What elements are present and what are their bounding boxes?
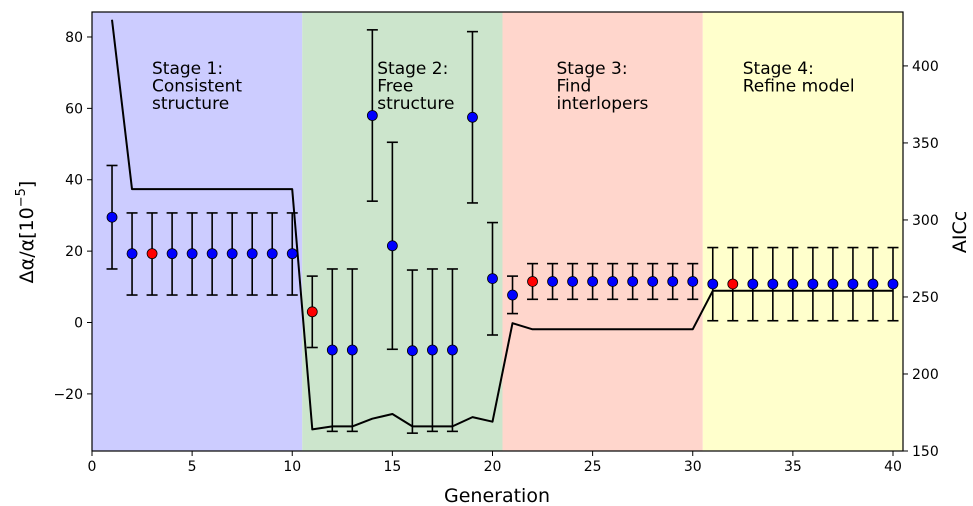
data-point bbox=[106, 211, 118, 223]
data-point bbox=[667, 276, 679, 287]
y-axis-left-label-exponent: −5 bbox=[14, 188, 29, 207]
x-tick-label: 25 bbox=[584, 459, 602, 475]
data-point bbox=[867, 278, 879, 290]
data-point bbox=[126, 248, 138, 260]
y-left-tick-label: 40 bbox=[65, 173, 83, 189]
data-point bbox=[767, 278, 779, 290]
x-tick-label: 30 bbox=[684, 459, 702, 475]
y-axis-left-label-main: Δα/α[10 bbox=[16, 207, 38, 283]
x-tick-label: 15 bbox=[383, 459, 401, 475]
data-point bbox=[366, 110, 378, 121]
stage-2-label-line: Stage 2: bbox=[377, 59, 448, 79]
stage-1-label-line: structure bbox=[152, 94, 229, 114]
stage-4-label-line: Refine model bbox=[743, 77, 855, 97]
data-point bbox=[286, 248, 298, 260]
data-point bbox=[627, 276, 639, 287]
data-point bbox=[887, 278, 899, 290]
data-point bbox=[246, 248, 258, 260]
y-left-tick-label: 20 bbox=[65, 244, 83, 260]
data-point bbox=[487, 273, 498, 285]
x-tick-label: 5 bbox=[188, 459, 197, 475]
stage-2-label-line: Free bbox=[377, 77, 413, 97]
stage-4-label-line: Stage 4: bbox=[743, 59, 814, 79]
data-point bbox=[406, 345, 418, 357]
data-point bbox=[507, 289, 518, 301]
data-point bbox=[206, 248, 218, 260]
x-tick-label: 0 bbox=[88, 459, 97, 475]
stage-2-background bbox=[302, 12, 503, 451]
stage-1-background bbox=[92, 12, 303, 451]
stage-4-background bbox=[702, 12, 903, 451]
data-point bbox=[326, 344, 338, 356]
data-point bbox=[707, 278, 719, 290]
y-left-tick-label: 80 bbox=[65, 30, 83, 46]
data-point bbox=[847, 278, 859, 290]
stage-3-label-line: Find bbox=[557, 77, 592, 97]
y-axis-left-label: Δα/α[10−5] bbox=[14, 181, 38, 284]
y-left-tick-label: 0 bbox=[74, 316, 83, 332]
data-point bbox=[787, 278, 799, 290]
stage-3-label-line: Stage 3: bbox=[557, 59, 628, 79]
data-point bbox=[186, 248, 198, 260]
data-point bbox=[647, 276, 659, 287]
data-point bbox=[607, 276, 619, 287]
stage-4-label: Stage 4: Refine model bbox=[743, 59, 855, 97]
stage-1-label: Stage 1: Consistent structure bbox=[152, 59, 242, 114]
data-point bbox=[807, 278, 819, 290]
stage-2-label: Stage 2: Free structure bbox=[377, 59, 454, 114]
data-point bbox=[226, 248, 238, 260]
highlighted-data-point bbox=[146, 248, 158, 260]
highlighted-data-point bbox=[306, 306, 318, 318]
y-axis-right-ticks: 150 200 250 300 350 400 bbox=[903, 59, 939, 460]
y-axis-left-ticks: −20 0 20 40 60 80 bbox=[53, 30, 92, 403]
aicc-line bbox=[111, 19, 893, 431]
y-right-tick-label: 150 bbox=[912, 444, 939, 460]
stage-3-label-line: interlopers bbox=[557, 94, 649, 114]
stage-3-background bbox=[502, 12, 703, 451]
x-tick-label: 35 bbox=[784, 459, 802, 475]
data-point bbox=[346, 344, 358, 356]
highlighted-data-point bbox=[527, 276, 538, 287]
x-tick-label: 20 bbox=[484, 459, 502, 475]
y-right-tick-label: 300 bbox=[912, 213, 939, 229]
data-point bbox=[266, 248, 278, 260]
x-axis-label: Generation bbox=[444, 485, 550, 506]
y-right-tick-label: 400 bbox=[912, 59, 939, 75]
stage-backgrounds bbox=[92, 12, 903, 451]
data-point bbox=[687, 276, 699, 287]
stage-2-label-line: structure bbox=[377, 94, 454, 114]
stage-3-label: Stage 3: Find interlopers bbox=[557, 59, 649, 114]
data-point bbox=[447, 344, 458, 356]
y-right-tick-label: 250 bbox=[912, 290, 939, 306]
y-right-tick-label: 350 bbox=[912, 136, 939, 152]
data-point bbox=[567, 276, 578, 287]
stage-1-label-line: Stage 1: bbox=[152, 59, 223, 79]
data-point bbox=[467, 111, 478, 123]
y-axis-left-label-close: ] bbox=[16, 181, 38, 188]
x-tick-label: 10 bbox=[283, 459, 301, 475]
data-point bbox=[827, 278, 839, 290]
data-point bbox=[166, 248, 178, 260]
data-point bbox=[427, 344, 438, 356]
highlighted-data-point bbox=[727, 278, 739, 290]
data-point bbox=[587, 276, 599, 287]
plot-frame bbox=[91, 11, 904, 452]
stage-1-label-line: Consistent bbox=[152, 77, 242, 97]
y-right-tick-label: 200 bbox=[912, 367, 939, 383]
data-point bbox=[547, 276, 558, 287]
x-tick-label: 40 bbox=[884, 459, 902, 475]
y-axis-right-label: AICc bbox=[949, 211, 971, 253]
data-points bbox=[106, 110, 899, 357]
y-left-tick-label: 60 bbox=[65, 101, 83, 117]
x-axis-ticks: 0 5 10 15 20 25 30 35 40 bbox=[88, 451, 902, 475]
data-point bbox=[386, 240, 398, 252]
data-point bbox=[747, 278, 759, 290]
aicc-series bbox=[111, 19, 893, 431]
y-left-tick-label: −20 bbox=[53, 387, 83, 403]
